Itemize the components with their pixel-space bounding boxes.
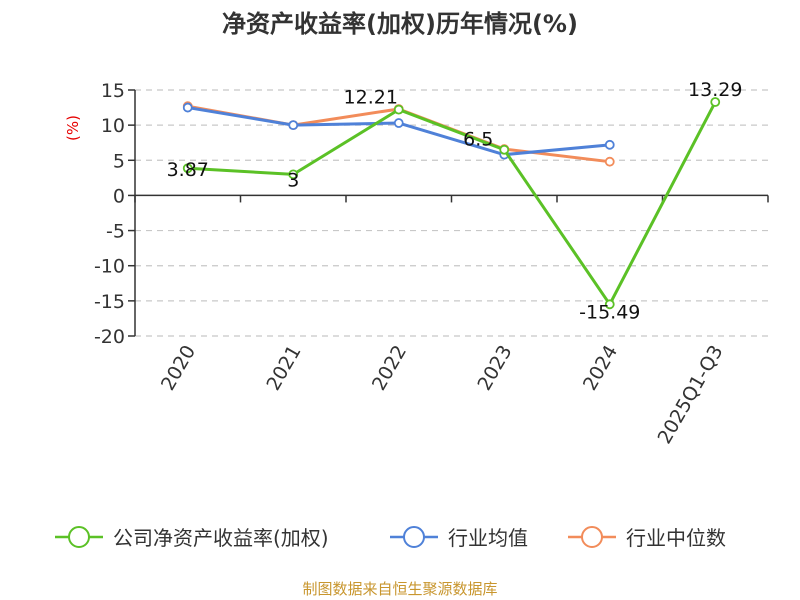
y-tick-label: 10 [101, 115, 125, 137]
y-tick-label: 5 [113, 150, 125, 172]
series-line [187, 101, 717, 306]
series-point [393, 118, 404, 128]
series-point [182, 102, 193, 113]
series-lines [182, 97, 721, 310]
x-tick-label: 2023 [473, 342, 516, 395]
series-point [499, 144, 510, 155]
series-point [710, 97, 721, 107]
series-point [288, 169, 299, 180]
data-labels: 3.87 3 12.21 6.5 -15.49 13.29 [167, 79, 743, 323]
legend-label: 公司净资产收益率(加权) [113, 526, 329, 550]
x-tick-label: 2025Q1-Q3 [654, 342, 728, 448]
legend-item: 行业中位数 [568, 526, 726, 550]
series-point [393, 104, 404, 115]
legend-item: 公司净资产收益率(加权) [55, 526, 329, 550]
source-note: 制图数据来自恒生聚源数据库 [302, 580, 497, 598]
y-tick-label: -5 [106, 221, 125, 243]
series-line [187, 106, 610, 157]
x-tick-label: 2024 [579, 342, 622, 395]
series-point [182, 163, 193, 174]
data-label: 3 [287, 169, 299, 191]
y-axis-label: (%) [64, 115, 82, 141]
grid-lines [135, 89, 768, 337]
data-label: 12.21 [344, 87, 398, 109]
axes: 15 10 5 0 -5 -10 -15 -20 2020 2021 2022 2023 2024 202… [94, 80, 769, 448]
y-tick-label: -20 [94, 326, 125, 348]
y-tick-label: -10 [94, 256, 125, 278]
series-point [288, 120, 299, 131]
x-tick-label: 2021 [262, 342, 305, 395]
data-label: 3.87 [167, 159, 209, 181]
data-label: 6.5 [463, 129, 493, 151]
series-point [604, 156, 615, 167]
y-tick-label: -15 [94, 291, 125, 313]
x-tick-label: 2022 [368, 342, 411, 395]
legend-swatch-marker [581, 526, 603, 548]
x-tick-label: 2020 [157, 342, 200, 395]
chart-title: 净资产收益率(加权)历年情况(%) [222, 10, 578, 38]
legend-swatch-marker [403, 526, 425, 548]
legend-label: 行业中位数 [626, 526, 726, 550]
series-point [604, 139, 615, 150]
legend-item: 行业均值 [390, 526, 528, 550]
legend-swatch-marker [68, 526, 90, 548]
y-tick-label: 15 [101, 80, 125, 102]
y-tick-label: 0 [113, 185, 125, 207]
legend: 公司净资产收益率(加权) 行业均值 行业中位数 [55, 526, 726, 550]
data-label: -15.49 [579, 301, 640, 323]
data-label: 13.29 [688, 79, 742, 101]
series-point [604, 299, 615, 310]
legend-label: 行业均值 [448, 526, 528, 550]
